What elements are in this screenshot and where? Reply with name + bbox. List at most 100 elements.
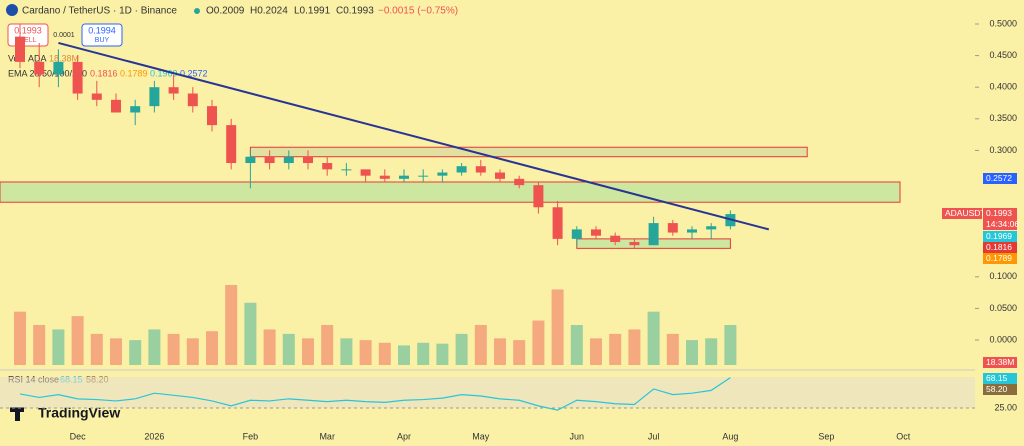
candle-body <box>629 242 640 246</box>
zone <box>0 181 901 203</box>
badge-ema200: 0.2572 <box>986 173 1012 183</box>
volume-bar <box>724 325 737 365</box>
buy-button[interactable] <box>81 23 123 47</box>
candle-body <box>53 61 64 75</box>
candle-body <box>667 223 678 233</box>
badge <box>983 253 1017 264</box>
ohlc-high: H0.2024 <box>250 6 288 17</box>
coin-icon <box>6 4 18 16</box>
y-tick-label: 0.4000 <box>989 82 1017 92</box>
volume-bar <box>90 333 103 365</box>
badge-volume: 18.38M <box>986 357 1014 367</box>
volume-bar <box>129 340 142 365</box>
volume-value: 18.38M <box>49 53 79 63</box>
y-tick-label: 0.5000 <box>989 18 1017 28</box>
badge-ema20: 0.1816 <box>986 242 1012 252</box>
candle-body <box>360 169 371 176</box>
volume-bar <box>186 338 199 365</box>
sell-label: SELL <box>19 37 36 44</box>
volume-bar <box>263 329 276 365</box>
x-tick-label: Dec <box>70 431 87 441</box>
volume-bar <box>167 333 180 365</box>
volume-bar <box>666 333 679 365</box>
candle-body <box>187 93 198 107</box>
volume-bar <box>302 338 314 365</box>
logo: TradingView <box>38 405 120 421</box>
volume-bar <box>206 331 218 365</box>
volume-bar <box>52 329 65 365</box>
candle-body <box>264 156 275 164</box>
candle-body <box>130 106 141 113</box>
candle-body <box>283 156 294 164</box>
volume-bar <box>321 325 334 365</box>
candle-body <box>648 223 659 246</box>
header: Cardano / TetherUS · 1D · Binance O0.200… <box>6 4 458 78</box>
candle-body <box>91 93 102 100</box>
x-tick-label: Aug <box>722 431 738 441</box>
candle-body <box>475 166 486 173</box>
volume-bar <box>378 342 391 365</box>
candle-body <box>533 185 544 208</box>
candle-body <box>610 235 621 243</box>
buy-price: 0.1994 <box>88 25 116 35</box>
candle-body <box>399 175 409 179</box>
badge-rsi: 68.15 <box>986 373 1008 383</box>
x-tick-label: Jun <box>570 431 585 441</box>
zone <box>249 146 808 158</box>
x-tick-label: May <box>472 431 490 441</box>
ema-value: 0.1816 <box>90 68 118 78</box>
badge-price: 0.1993 <box>986 208 1012 218</box>
volume-bar <box>705 338 718 365</box>
ema-value: 0.2572 <box>180 68 208 78</box>
badge <box>983 357 1017 368</box>
rsi-band <box>0 377 975 408</box>
volume-bar <box>110 338 122 365</box>
symbol: Cardano / TetherUS · 1D · Binance <box>22 6 177 17</box>
candle-body <box>72 61 83 94</box>
volume-bar <box>148 329 161 365</box>
candle-body <box>687 229 697 233</box>
rsi-line <box>19 377 731 411</box>
candle-body <box>34 61 45 75</box>
ema-label: EMA 20/50/100/200 <box>8 68 87 78</box>
ema-value: 0.1969 <box>150 68 178 78</box>
badge-ema50: 0.1789 <box>986 253 1012 263</box>
ohlc-low: L0.1991 <box>294 6 331 17</box>
status-dot <box>194 8 200 14</box>
candle-body <box>437 172 448 176</box>
volume-bar <box>225 285 238 365</box>
x-tick-label: Jul <box>648 431 660 441</box>
x-tick-label: Sep <box>818 431 834 441</box>
spread: 0.0001 <box>53 32 75 39</box>
y-tick-label: 0.4500 <box>989 50 1017 60</box>
candle-body <box>341 169 352 171</box>
x-tick-label: Oct <box>896 431 911 441</box>
candle-body <box>168 87 179 94</box>
candle-body <box>571 229 582 239</box>
ohlc-close: C0.1993 <box>336 6 374 17</box>
ohlc-open: O0.2009 <box>206 6 245 17</box>
volume-bar <box>628 329 641 365</box>
badge <box>983 384 1017 395</box>
badge <box>983 242 1017 253</box>
candle-body <box>552 207 563 239</box>
candle-body <box>322 163 333 170</box>
volume-bar <box>455 333 468 365</box>
rsi-tick-label: 25.00 <box>994 402 1017 412</box>
trendline <box>58 41 770 231</box>
sell-price: 0.1993 <box>14 25 42 35</box>
candle-body <box>111 99 121 113</box>
candle-body <box>514 178 525 186</box>
candle-body <box>379 175 390 179</box>
volume-bar <box>474 325 487 365</box>
volume-bar <box>570 325 583 365</box>
volume-bar <box>590 338 602 365</box>
y-tick-label: 0.3000 <box>989 145 1017 155</box>
logo-icon <box>10 407 24 421</box>
plot: 0.0000 0.0500 0.1000 0.3000 0.3500 0.4000 0.45… <box>0 18 1017 441</box>
badge <box>983 208 1017 230</box>
volume-bar <box>417 342 430 365</box>
x-tick-label: Mar <box>319 431 335 441</box>
y-tick-label: 0.0000 <box>989 334 1017 344</box>
badge-rsi-ma: 58.20 <box>986 384 1008 394</box>
